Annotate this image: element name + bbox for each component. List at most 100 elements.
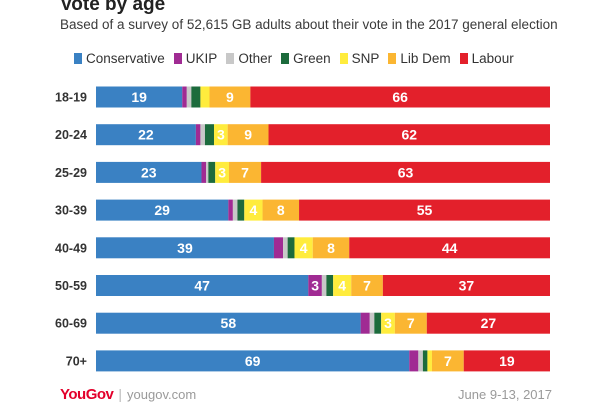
data-label: 39 — [177, 240, 193, 256]
data-label: 7 — [444, 353, 452, 369]
bar-segment-lib-dem — [312, 237, 350, 259]
footer-separator: | — [118, 386, 123, 402]
bar-segment-other — [232, 199, 238, 221]
legend-item-labour: Labour — [459, 50, 514, 66]
bar-segment-conservative — [96, 350, 410, 372]
logo-you-text: You — [60, 386, 86, 403]
category-label: 70+ — [66, 354, 87, 368]
legend-label: Conservative — [86, 50, 165, 66]
bar-segment-lib-dem — [394, 312, 427, 334]
data-label: 69 — [245, 353, 261, 369]
legend-swatch — [459, 52, 468, 64]
data-label: 7 — [407, 315, 415, 331]
bar-segment-labour — [261, 161, 550, 183]
bar-segment-lib-dem — [351, 275, 383, 296]
data-label: 44 — [442, 240, 458, 256]
legend-label: Green — [293, 50, 331, 66]
bar-segment-snp — [427, 350, 432, 372]
legend-label: Other — [238, 50, 273, 66]
bar-segment-other — [200, 124, 205, 146]
legend-item-green: Green — [281, 51, 331, 66]
bar-segment-snp — [200, 86, 210, 108]
data-label: 47 — [194, 278, 210, 294]
data-label: 3 — [218, 164, 226, 180]
data-label: 4 — [338, 278, 346, 294]
legend-item-conservative: Conservative — [74, 51, 165, 66]
bar-segment-green — [191, 86, 201, 108]
category-label: 18-19 — [55, 91, 87, 105]
bar-segment-ukip — [273, 237, 284, 259]
data-label: 27 — [481, 315, 497, 331]
bar-segment-green — [374, 312, 382, 334]
data-label: 8 — [277, 202, 285, 218]
bar-segment-labour — [250, 86, 551, 108]
data-label: 66 — [392, 89, 408, 105]
chart-subtitle: Based of a survey of 52,615 GB adults ab… — [60, 17, 558, 32]
data-label: 3 — [311, 278, 319, 294]
yougov-logo: YouGov | yougov.com — [60, 386, 196, 404]
bar-segment-lib-dem — [228, 161, 262, 183]
data-label: 7 — [241, 164, 249, 180]
bar-segment-snp — [244, 199, 263, 221]
data-label: 37 — [459, 278, 475, 294]
bar-segment-other — [321, 275, 327, 296]
chart-title: Vote by age — [60, 0, 166, 15]
category-label: 25-29 — [55, 166, 87, 180]
data-label: 8 — [327, 240, 335, 256]
data-label: 62 — [401, 127, 417, 143]
bar-segment-ukip — [182, 86, 187, 108]
data-label: 29 — [154, 202, 170, 218]
data-label: 55 — [417, 202, 433, 218]
legend-item-lib-dem: Lib Dem — [388, 51, 451, 66]
category-label: 30-39 — [55, 204, 87, 218]
legend-label: Labour — [471, 50, 514, 66]
data-label: 58 — [221, 315, 237, 331]
bar-segment-conservative — [96, 237, 274, 259]
data-label: 63 — [398, 164, 414, 180]
bar-segment-lib-dem — [209, 86, 251, 108]
data-label: 7 — [363, 278, 371, 294]
footer-site-link[interactable]: yougov.com — [127, 387, 197, 402]
bar-segment-snp — [214, 124, 228, 146]
bar-segment-green — [422, 350, 428, 372]
bar-segment-labour — [463, 350, 550, 372]
bar-segment-labour — [268, 124, 550, 146]
bar-segment-lib-dem — [262, 199, 300, 221]
category-label: 20-24 — [55, 128, 87, 142]
legend-swatch — [388, 52, 397, 64]
data-label: 3 — [384, 315, 392, 331]
footer-date: June 9-13, 2017 — [458, 387, 552, 402]
data-label: 23 — [141, 164, 157, 180]
legend-swatch — [339, 52, 348, 64]
legend-swatch — [173, 52, 182, 64]
chart-legend: Conservative UKIP Other Green SNP Lib Dem Labo… — [74, 49, 514, 67]
bar-segment-labour — [426, 312, 550, 334]
bar-segment-ukip — [360, 312, 370, 334]
bar-segment-snp — [333, 275, 352, 296]
category-label: 50-59 — [55, 279, 87, 293]
bar-segment-other — [283, 237, 288, 259]
bar-segment-ukip — [308, 275, 322, 296]
bar-segment-other — [369, 312, 375, 334]
data-label: 22 — [138, 127, 154, 143]
bar-segment-conservative — [96, 124, 196, 146]
bar-segment-lib-dem — [431, 350, 464, 372]
bar-segment-other — [206, 161, 209, 183]
bar-segment-green — [237, 199, 245, 221]
data-label: 19 — [131, 89, 147, 105]
bar-segment-labour — [349, 237, 550, 259]
bar-segment-green — [208, 161, 216, 183]
bar-segment-ukip — [195, 124, 201, 146]
data-label: 9 — [226, 89, 234, 105]
legend-item-other: Other — [226, 51, 272, 66]
legend-label: UKIP — [185, 50, 218, 66]
bar-segment-labour — [299, 199, 550, 221]
data-label: 9 — [244, 127, 252, 143]
legend-label: SNP — [351, 50, 380, 66]
legend-item-ukip: UKIP — [173, 50, 218, 66]
bar-segment-other — [186, 86, 192, 108]
bar-segment-conservative — [96, 161, 202, 183]
bar-segment-green — [287, 237, 295, 259]
bar-segment-conservative — [96, 275, 309, 296]
